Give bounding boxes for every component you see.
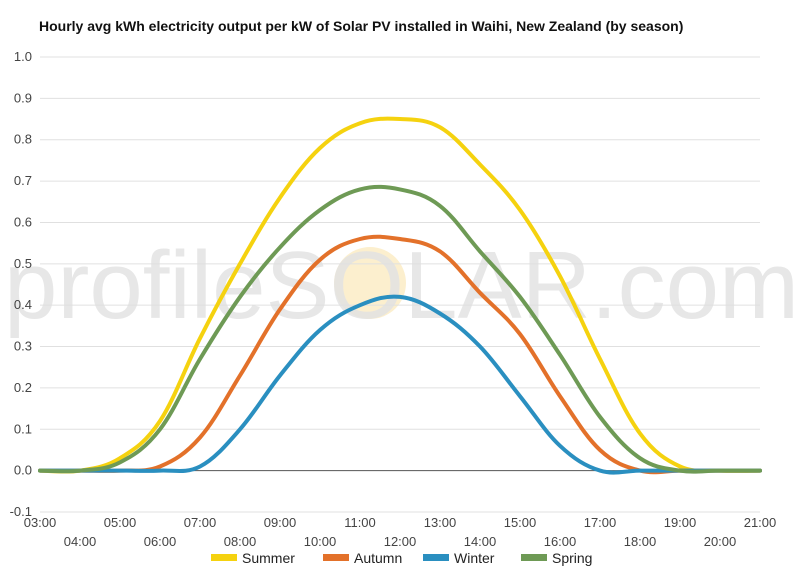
x-tick-label: 14:00 bbox=[464, 534, 497, 549]
y-tick-label: 0.3 bbox=[14, 339, 32, 354]
x-tick-label: 10:00 bbox=[304, 534, 337, 549]
x-tick-label: 13:00 bbox=[424, 515, 457, 530]
x-tick-label: 09:00 bbox=[264, 515, 297, 530]
x-tick-label: 19:00 bbox=[664, 515, 697, 530]
y-tick-label: 0.9 bbox=[14, 90, 32, 105]
y-tick-label: 0.7 bbox=[14, 173, 32, 188]
y-tick-label: 0.6 bbox=[14, 214, 32, 229]
series-line-spring bbox=[38, 184, 762, 474]
legend-label-spring: Spring bbox=[552, 550, 592, 566]
watermark: profileSOLAR.com bbox=[4, 232, 799, 339]
x-tick-label: 18:00 bbox=[624, 534, 657, 549]
x-tick-label: 20:00 bbox=[704, 534, 737, 549]
x-tick-label: 03:00 bbox=[24, 515, 57, 530]
y-tick-label: 0.0 bbox=[14, 463, 32, 478]
legend-swatch-winter bbox=[423, 554, 449, 561]
legend-label-winter: Winter bbox=[454, 550, 495, 566]
x-tick-label: 05:00 bbox=[104, 515, 137, 530]
x-tick-label: 15:00 bbox=[504, 515, 537, 530]
series-line-winter bbox=[38, 294, 762, 475]
x-tick-label: 08:00 bbox=[224, 534, 257, 549]
legend-swatch-spring bbox=[521, 554, 547, 561]
x-tick-label: 21:00 bbox=[744, 515, 777, 530]
watermark-text: profileSOLAR.com bbox=[4, 232, 799, 339]
y-tick-label: 1.0 bbox=[14, 49, 32, 64]
x-tick-label: 04:00 bbox=[64, 534, 97, 549]
y-tick-label: -0.1 bbox=[10, 504, 32, 519]
legend-label-autumn: Autumn bbox=[354, 550, 402, 566]
y-axis: 1.0 0.9 0.8 0.7 0.6 0.5 0.4 0.3 0.2 0.1 0.0 -0.1 bbox=[10, 49, 32, 519]
legend: Summer Autumn Winter Spring bbox=[211, 550, 592, 566]
series-lines bbox=[38, 116, 762, 475]
y-tick-label: 0.5 bbox=[14, 256, 32, 271]
y-tick-label: 0.8 bbox=[14, 132, 32, 147]
legend-swatch-autumn bbox=[323, 554, 349, 561]
legend-swatch-summer bbox=[211, 554, 237, 561]
chart-title: Hourly avg kWh electricity output per kW… bbox=[39, 18, 684, 34]
y-tick-label: 0.4 bbox=[14, 297, 32, 312]
x-tick-label: 16:00 bbox=[544, 534, 577, 549]
x-tick-label: 06:00 bbox=[144, 534, 177, 549]
watermark-sun bbox=[334, 247, 406, 319]
x-tick-label: 12:00 bbox=[384, 534, 417, 549]
y-tick-label: 0.2 bbox=[14, 380, 32, 395]
x-axis: 03:00 04:00 05:00 06:00 07:00 08:00 09:00 10:00… bbox=[24, 515, 777, 549]
y-tick-label: 0.1 bbox=[14, 421, 32, 436]
x-tick-label: 07:00 bbox=[184, 515, 217, 530]
legend-label-summer: Summer bbox=[242, 550, 295, 566]
x-tick-label: 11:00 bbox=[344, 515, 376, 530]
x-tick-label: 17:00 bbox=[584, 515, 617, 530]
series-line-summer bbox=[38, 116, 762, 474]
